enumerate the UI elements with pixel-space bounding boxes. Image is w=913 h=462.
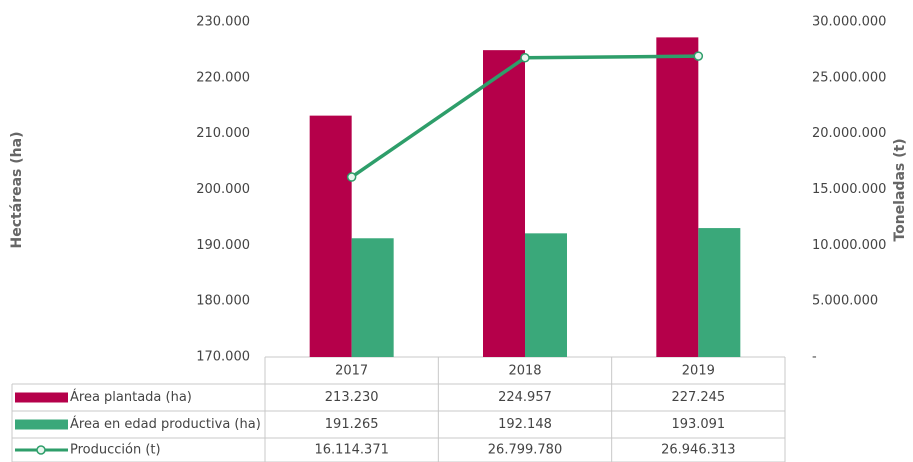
y2-tick-label: 5.000.000 [812,294,878,309]
bar [525,233,567,357]
legend-label: Área en edad productiva (ha) [70,416,261,432]
y2-tick-label: 25.000.000 [812,70,886,85]
table-value: 26.799.780 [488,443,562,458]
table-value: 26.946.313 [661,443,735,458]
bar [656,37,699,358]
table-value: 213.230 [325,390,379,405]
legend-label: Producción (t) [70,443,161,458]
y-tick-label: 190.000 [196,238,250,253]
y-tick-label: 210.000 [196,126,250,141]
y2-tick-label: 10.000.000 [812,238,886,253]
table-value: 191.265 [325,417,379,432]
legend-swatch [15,392,68,403]
x-tick-label: 2018 [508,364,541,379]
table-value: 193.091 [671,417,725,432]
table-value: 16.114.371 [314,443,388,458]
legend-label: Área plantada (ha) [70,389,192,405]
line-marker [346,172,357,182]
y-axis-label: Hectáreas (ha) [9,132,25,249]
bar [483,50,525,358]
y2-tick-label: 30.000.000 [812,15,886,30]
table-value: 224.957 [498,390,552,405]
y-tick-label: 170.000 [196,350,250,365]
legend-swatch [36,445,46,455]
line-marker [693,51,704,61]
table-value: 192.148 [498,417,552,432]
bar [698,228,741,357]
y-tick-label: 200.000 [196,182,250,197]
bar [309,115,352,357]
table-value: 227.245 [671,390,725,405]
legend-swatch [15,419,68,430]
y2-axis-label: Toneladas (t) [892,138,908,241]
x-tick-label: 2019 [682,364,715,379]
y2-tick-label: 20.000.000 [812,126,886,141]
x-tick-label: 2017 [335,364,368,379]
y2-tick-label: 15.000.000 [812,182,886,197]
y2-tick-label: - [812,350,817,365]
y-tick-label: 220.000 [196,70,250,85]
bar [351,238,394,357]
line-marker [520,52,530,63]
y-tick-label: 180.000 [196,294,250,309]
y-tick-label: 230.000 [196,15,250,30]
